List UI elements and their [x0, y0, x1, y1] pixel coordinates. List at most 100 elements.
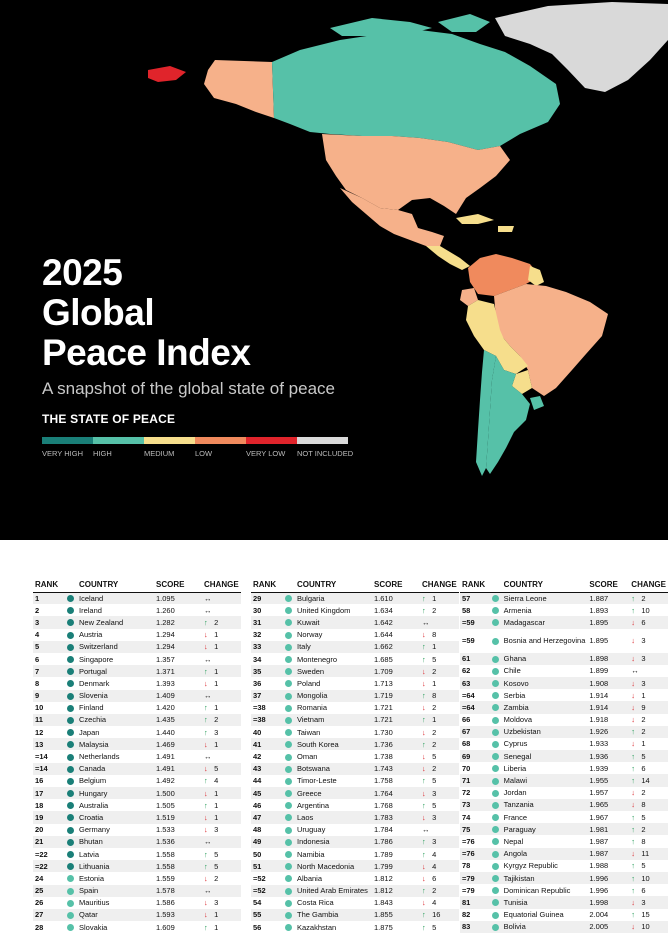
arrow-up-icon: ↑: [204, 715, 208, 725]
rank-cell: 61: [460, 652, 489, 665]
peace-level-dot: [284, 777, 292, 785]
table-row: 61 Ghana 1.898 ↓ 3: [460, 652, 668, 665]
country-cell: Bolivia: [501, 920, 588, 933]
rank-cell: 51: [251, 860, 281, 873]
peace-level-cell: [488, 604, 502, 617]
change-cell: ↓ 3: [420, 787, 459, 800]
peace-level-dot: [284, 656, 292, 664]
country-cell: Spain: [77, 884, 154, 897]
change-cell: ↓ 2: [202, 872, 241, 885]
change-cell: ↓ 3: [629, 652, 668, 665]
table-row: 56 Kazakhstan 1.875 ↑ 5: [251, 921, 459, 934]
score-cell: 2.004: [587, 908, 630, 921]
score-cell: 1.758: [372, 774, 420, 787]
arrow-down-icon: ↓: [631, 654, 636, 664]
country-cell: Kyrgyz Republic: [501, 859, 588, 872]
peace-level-dot: [284, 863, 292, 871]
map-russia-far-east: [148, 66, 186, 82]
peace-level-dot: [491, 838, 499, 846]
peace-level-cell: [281, 713, 295, 727]
table-row: 5 Switzerland 1.294 ↓ 1: [33, 640, 241, 653]
peace-level-cell: [488, 676, 502, 690]
score-cell: 1.505: [154, 799, 202, 812]
change-cell: ↓ 1: [202, 787, 241, 800]
peace-level-dot: [66, 704, 74, 712]
rank-cell: =52: [251, 872, 281, 885]
score-cell: 1.371: [154, 665, 202, 678]
legend-label: HIGH: [93, 449, 112, 458]
peace-level-cell: [281, 592, 295, 605]
peace-level-dot: [66, 729, 74, 737]
table-row: 28 Slovakia 1.609 ↑ 1: [33, 921, 241, 934]
peace-level-dot: [284, 875, 292, 883]
table-row: 19 Croatia 1.519 ↓ 1: [33, 811, 241, 824]
change-value: 5: [214, 764, 219, 774]
score-cell: 1.981: [587, 823, 630, 836]
peace-level-cell: [63, 652, 77, 666]
legend-label: MEDIUM: [144, 449, 175, 458]
rank-cell: 67: [460, 725, 489, 738]
country-cell: United Kingdom: [295, 604, 372, 617]
change-value: 2: [641, 593, 646, 603]
change-value: 11: [641, 849, 650, 859]
country-cell: Lithuania: [77, 860, 154, 873]
score-cell: 1.662: [372, 640, 420, 653]
rank-cell: 28: [33, 921, 63, 934]
rank-cell: 34: [251, 652, 281, 666]
table-row: 69 Senegal 1.936 ↑ 5: [460, 750, 668, 763]
change-cell: ↓ 2: [629, 713, 668, 726]
change-cell: ↔: [629, 664, 668, 677]
peace-level-cell: [63, 847, 77, 861]
rank-cell: 31: [251, 616, 281, 629]
country-cell: Senegal: [501, 750, 588, 763]
change-cell: ↑ 2: [420, 884, 459, 897]
country-cell: Poland: [295, 677, 372, 690]
header-rank: RANK: [251, 578, 281, 593]
rank-cell: 36: [251, 677, 281, 690]
peace-level-dot: [284, 716, 292, 724]
score-cell: 1.559: [154, 872, 202, 885]
header-dot: [281, 578, 295, 593]
header-score: SCORE: [587, 578, 630, 593]
peace-level-dot: [284, 851, 292, 859]
arrow-up-icon: ↑: [631, 776, 636, 786]
table-row: 18 Australia 1.505 ↑ 1: [33, 799, 241, 812]
country-cell: Austria: [77, 628, 154, 641]
score-cell: 1.895: [587, 628, 630, 653]
score-cell: 1.967: [587, 811, 630, 824]
change-value: 5: [214, 861, 219, 871]
change-value: 5: [214, 849, 219, 859]
country-cell: Cyprus: [501, 737, 588, 751]
peace-level-dot: [66, 607, 74, 615]
legend-swatch-low: [195, 437, 246, 444]
table-row: 35 Sweden 1.709 ↓ 2: [251, 665, 459, 678]
peace-level-cell: [488, 823, 502, 836]
country-cell: Sweden: [295, 665, 372, 678]
score-cell: 1.719: [372, 689, 420, 702]
country-cell: Liberia: [501, 762, 588, 775]
country-cell: Timor-Leste: [295, 774, 372, 787]
country-cell: Qatar: [77, 908, 154, 922]
change-cell: ↔: [420, 823, 459, 836]
score-cell: 1.685: [372, 652, 420, 666]
rank-cell: 41: [251, 738, 281, 751]
arrow-up-icon: ↑: [204, 776, 208, 786]
score-cell: 1.644: [372, 628, 420, 641]
change-cell: ↓ 4: [420, 860, 459, 873]
peace-level-dot: [284, 826, 292, 834]
country-cell: Tajikistan: [501, 871, 588, 885]
country-cell: Ghana: [501, 652, 588, 665]
arrow-down-icon: ↓: [204, 739, 208, 749]
rank-cell: 9: [33, 689, 63, 702]
rank-cell: 48: [251, 823, 281, 836]
score-cell: 1.743: [372, 762, 420, 775]
country-cell: Slovenia: [77, 689, 154, 702]
header-dot: [63, 578, 77, 593]
rank-cell: =79: [460, 871, 489, 885]
peace-level-cell: [281, 872, 295, 885]
country-cell: Australia: [77, 799, 154, 812]
change-value: 1: [214, 642, 219, 652]
score-cell: 1.593: [154, 908, 202, 922]
country-cell: Bosnia and Herzegovina: [501, 628, 588, 653]
table-row: 49 Indonesia 1.786 ↑ 3: [251, 835, 459, 848]
